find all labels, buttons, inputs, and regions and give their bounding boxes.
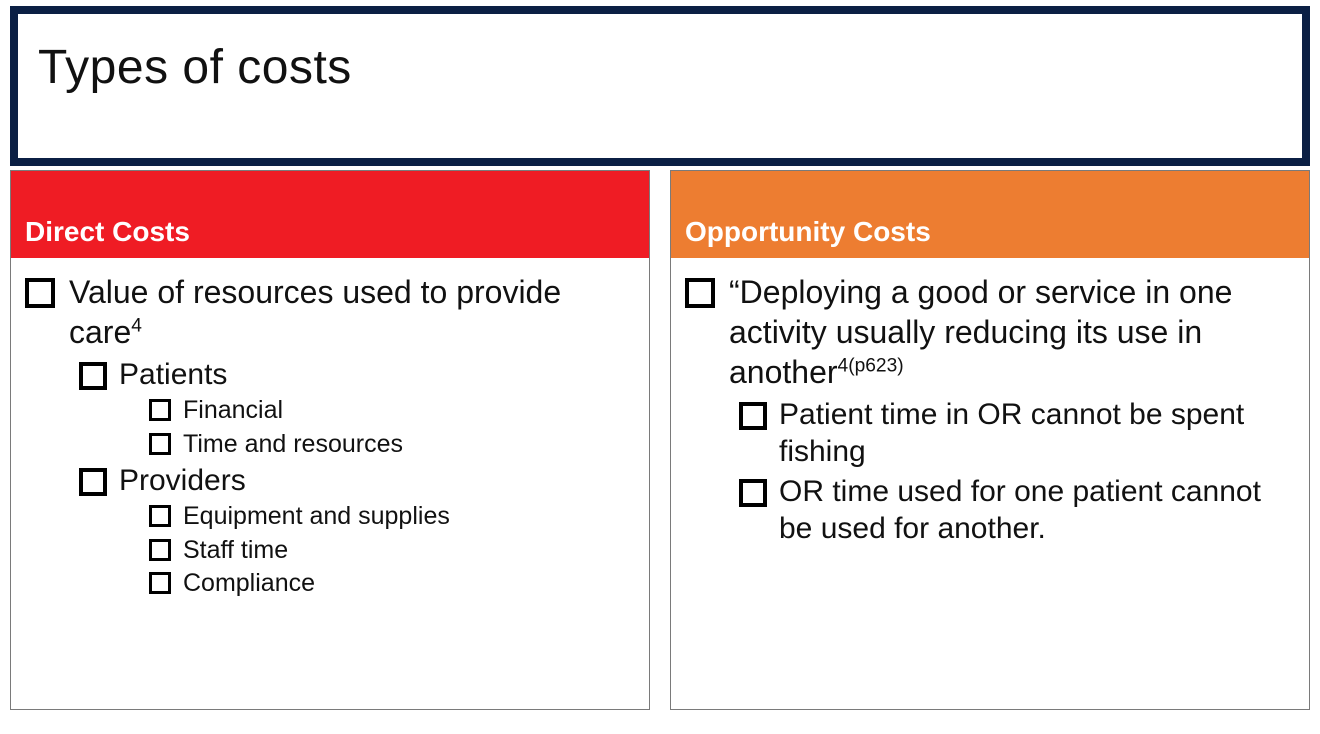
left-column-body: Value of resources used to provide care4… [11,258,649,615]
left-column: Direct Costs Value of resources used to … [10,170,650,710]
left-sub-b-c1: Equipment and supplies [149,501,635,532]
left-column-header: Direct Costs [11,171,649,258]
right-column-header: Opportunity Costs [671,171,1309,258]
left-sub-b-c2: Staff time [149,535,635,566]
columns-wrapper: Direct Costs Value of resources used to … [10,170,1310,710]
left-lvl1-sup: 4 [131,315,142,336]
left-sub-b-c3: Compliance [149,568,635,599]
left-sub-a-c1: Financial [149,395,635,426]
right-lvl1-text: “Deploying a good or service in one acti… [729,274,1232,390]
left-sub-a-c2: Time and resources [149,429,635,460]
left-sub-b: Providers [79,462,635,500]
left-sub-a: Patients [79,356,635,394]
title-box: Types of costs [10,6,1310,166]
right-column-body: “Deploying a good or service in one acti… [671,258,1309,564]
right-sub-c2: OR time used for one patient cannot be u… [739,473,1295,548]
left-lvl1: Value of resources used to provide care4 [25,272,635,352]
right-sub-c1: Patient time in OR cannot be spent fishi… [739,396,1295,471]
slide: Types of costs Direct Costs Value of res… [0,0,1320,734]
left-lvl1-text: Value of resources used to provide care [69,274,561,350]
right-lvl1-sup: 4(p623) [838,355,904,376]
right-column: Opportunity Costs “Deploying a good or s… [670,170,1310,710]
right-lvl1: “Deploying a good or service in one acti… [685,272,1295,392]
slide-title: Types of costs [38,40,352,95]
